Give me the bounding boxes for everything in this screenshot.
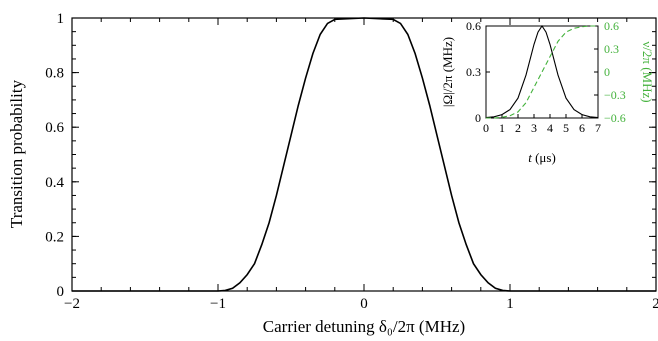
main-x-tick-label: 2	[652, 296, 658, 312]
inset-right-y-tick-label: −0.3	[604, 88, 626, 102]
inset-y-tick-label: 0	[475, 111, 481, 125]
inset-x-tick-label: 4	[547, 121, 553, 135]
main-y-tick-label: 0.6	[45, 120, 64, 136]
main-y-tick-label: 0	[57, 284, 65, 300]
main-x-tick-label: 0	[360, 296, 368, 312]
inset-left-y-axis-title: |Ω|/2π (MHz)	[440, 37, 455, 107]
inset-y-tick-label: 0.3	[466, 65, 481, 79]
inset-x-tick-label: 7	[595, 121, 601, 135]
main-x-axis-title: Carrier detuning δ₀/2π (MHz)	[263, 317, 465, 336]
main-y-tick-label: 0.2	[45, 229, 64, 245]
transition-probability-curve	[72, 17, 656, 292]
inset-x-axis-title: t (μs)	[528, 150, 556, 165]
inset-right-y-tick-label: −0.6	[604, 111, 626, 125]
main-y-tick-label: 1	[57, 11, 65, 27]
inset-x-tick-label: 3	[531, 121, 537, 135]
main-x-tick-label: −2	[64, 296, 80, 312]
inset-axis-ticks: 0 1 2 3 4 5 6 700.30.6−0.6−0.300.30.6	[466, 19, 626, 135]
inset-rabi-frequency-curve	[485, 24, 599, 119]
inset-x-tick-label: 6	[579, 121, 585, 135]
main-x-tick-label: 1	[506, 296, 514, 312]
main-y-tick-label: 0.8	[45, 66, 64, 82]
inset-detuning-sweep-curve	[486, 25, 598, 119]
inset-right-y-tick-label: 0.3	[604, 42, 619, 56]
main-axis-ticks: −2 −1 0 1 200.20.40.60.81	[45, 11, 658, 312]
inset-x-tick-label: 0	[483, 121, 489, 135]
main-x-tick-label: −1	[210, 296, 226, 312]
inset-x-tick-label: 2	[515, 121, 521, 135]
inset-x-tick-label: 5	[563, 121, 569, 135]
inset-curves	[485, 24, 599, 119]
inset-background	[486, 26, 598, 118]
main-y-axis-title: Transition probability	[7, 79, 26, 228]
main-curve-group	[72, 17, 656, 292]
inset-right-y-tick-label: 0	[604, 65, 610, 79]
inset-right-y-tick-label: 0.6	[604, 19, 619, 33]
inset-y-tick-label: 0.6	[466, 19, 481, 33]
inset-right-y-axis-title: ν/2π (MHz)	[640, 41, 655, 102]
inset-x-tick-label: 1	[499, 121, 505, 135]
main-y-tick-label: 0.4	[45, 175, 64, 191]
